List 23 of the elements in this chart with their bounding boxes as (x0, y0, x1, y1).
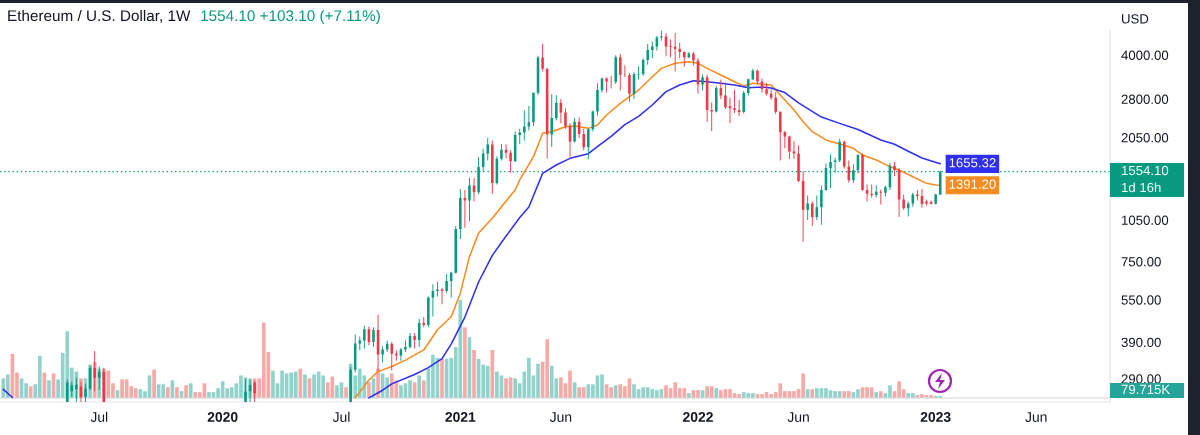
data-label: 1655.32 (949, 158, 996, 168)
text: 1d 16h (1122, 182, 1161, 193)
y-tick-label: 2800.00 (1121, 94, 1169, 104)
x-tick-label: Jun (549, 412, 572, 422)
y-tick-label: 550.00 (1121, 295, 1161, 305)
y-axis-title: USD (1122, 14, 1149, 24)
y-tick-label: 1050.00 (1122, 215, 1169, 225)
chart-subtitle: 1554.10 +103.10 (+7.11%) (201, 9, 380, 25)
ref-line-label: 1554.10 (1122, 165, 1169, 176)
y-tick-label: 750.00 (1121, 257, 1161, 267)
chart-title: Ethereum / U.S. Dollar, 1W (8, 9, 191, 23)
x-tick-label: 2020 (207, 412, 238, 422)
y-tick-label: 4000.00 (1121, 50, 1169, 60)
x-tick-label: Jul (332, 411, 350, 422)
x-tick-label: 2023 (920, 412, 951, 422)
x-tick-label: Jul (90, 411, 108, 422)
x-tick-label: 2022 (683, 412, 713, 422)
y-tick-label: 2050.00 (1121, 133, 1169, 143)
x-tick-label: Jun (1025, 412, 1047, 422)
y-tick-label: 390.00 (1121, 337, 1161, 348)
x-tick-label: 2021 (445, 412, 476, 422)
x-tick-label: Jun (787, 412, 809, 422)
data-label: 1391.20 (949, 179, 996, 189)
